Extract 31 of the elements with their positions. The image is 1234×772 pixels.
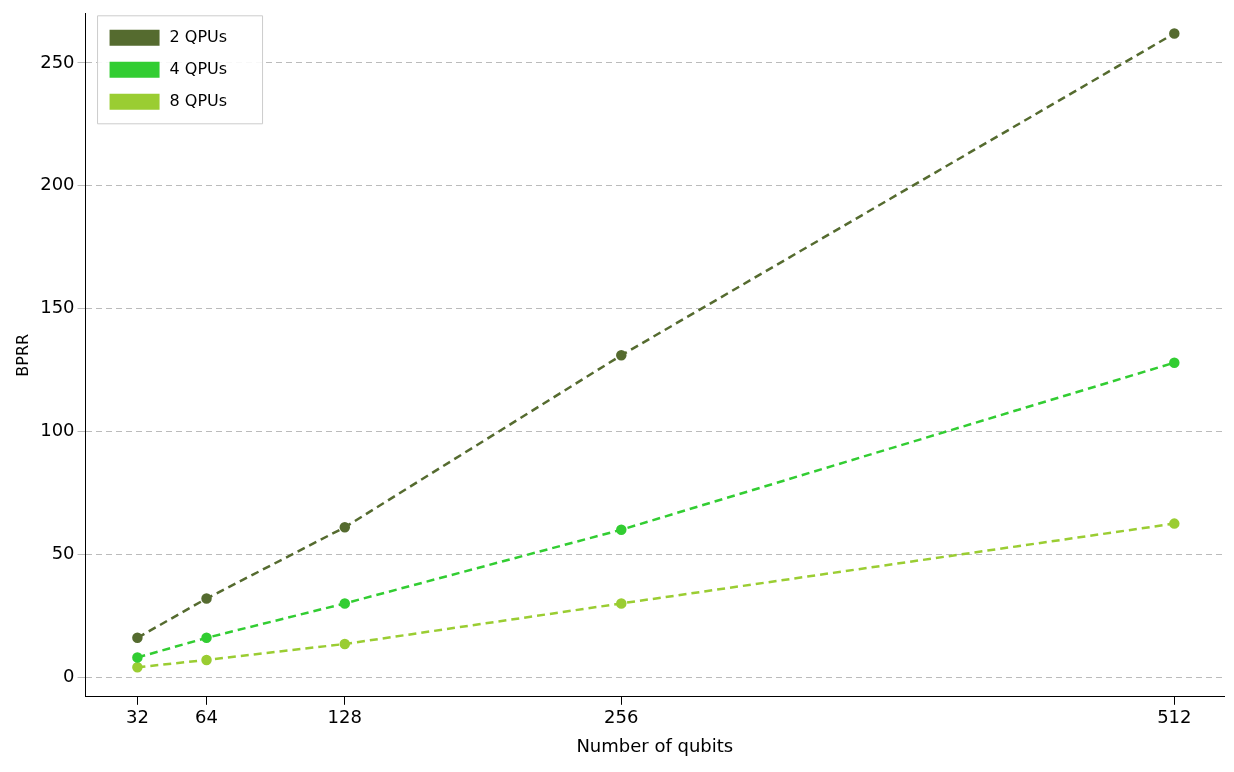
point xyxy=(1169,357,1180,368)
point xyxy=(1169,518,1180,529)
point xyxy=(616,524,627,535)
point xyxy=(132,652,143,663)
x-tick-label: 128 xyxy=(327,706,362,728)
point xyxy=(616,598,627,609)
point xyxy=(201,593,212,604)
x-tick-label: 512 xyxy=(1157,706,1192,728)
point xyxy=(339,598,351,609)
point xyxy=(1169,28,1180,39)
legend-label: 2 QPUs xyxy=(169,26,228,46)
point xyxy=(339,522,351,533)
point xyxy=(132,662,143,673)
x-tick-label: 32 xyxy=(125,706,149,728)
y-tick-label: 100 xyxy=(40,419,75,441)
y-axis-title: BPRR xyxy=(12,333,32,377)
point xyxy=(616,350,627,361)
legend-label: 4 QPUs xyxy=(169,58,228,78)
legend-label: 8 QPUs xyxy=(169,90,228,110)
point xyxy=(132,632,143,644)
x-tick-label: 256 xyxy=(604,706,639,728)
x-tick-label: 64 xyxy=(195,706,218,728)
y-tick-label: 250 xyxy=(40,50,75,72)
y-tick-label: 150 xyxy=(40,296,75,318)
point xyxy=(339,638,351,650)
y-tick-label: 200 xyxy=(40,173,75,195)
y-tick-label: 0 xyxy=(63,664,75,686)
point xyxy=(201,654,212,666)
x-axis-title: Number of qubits xyxy=(576,734,734,756)
y-tick-label: 50 xyxy=(51,541,75,563)
point xyxy=(201,632,212,644)
